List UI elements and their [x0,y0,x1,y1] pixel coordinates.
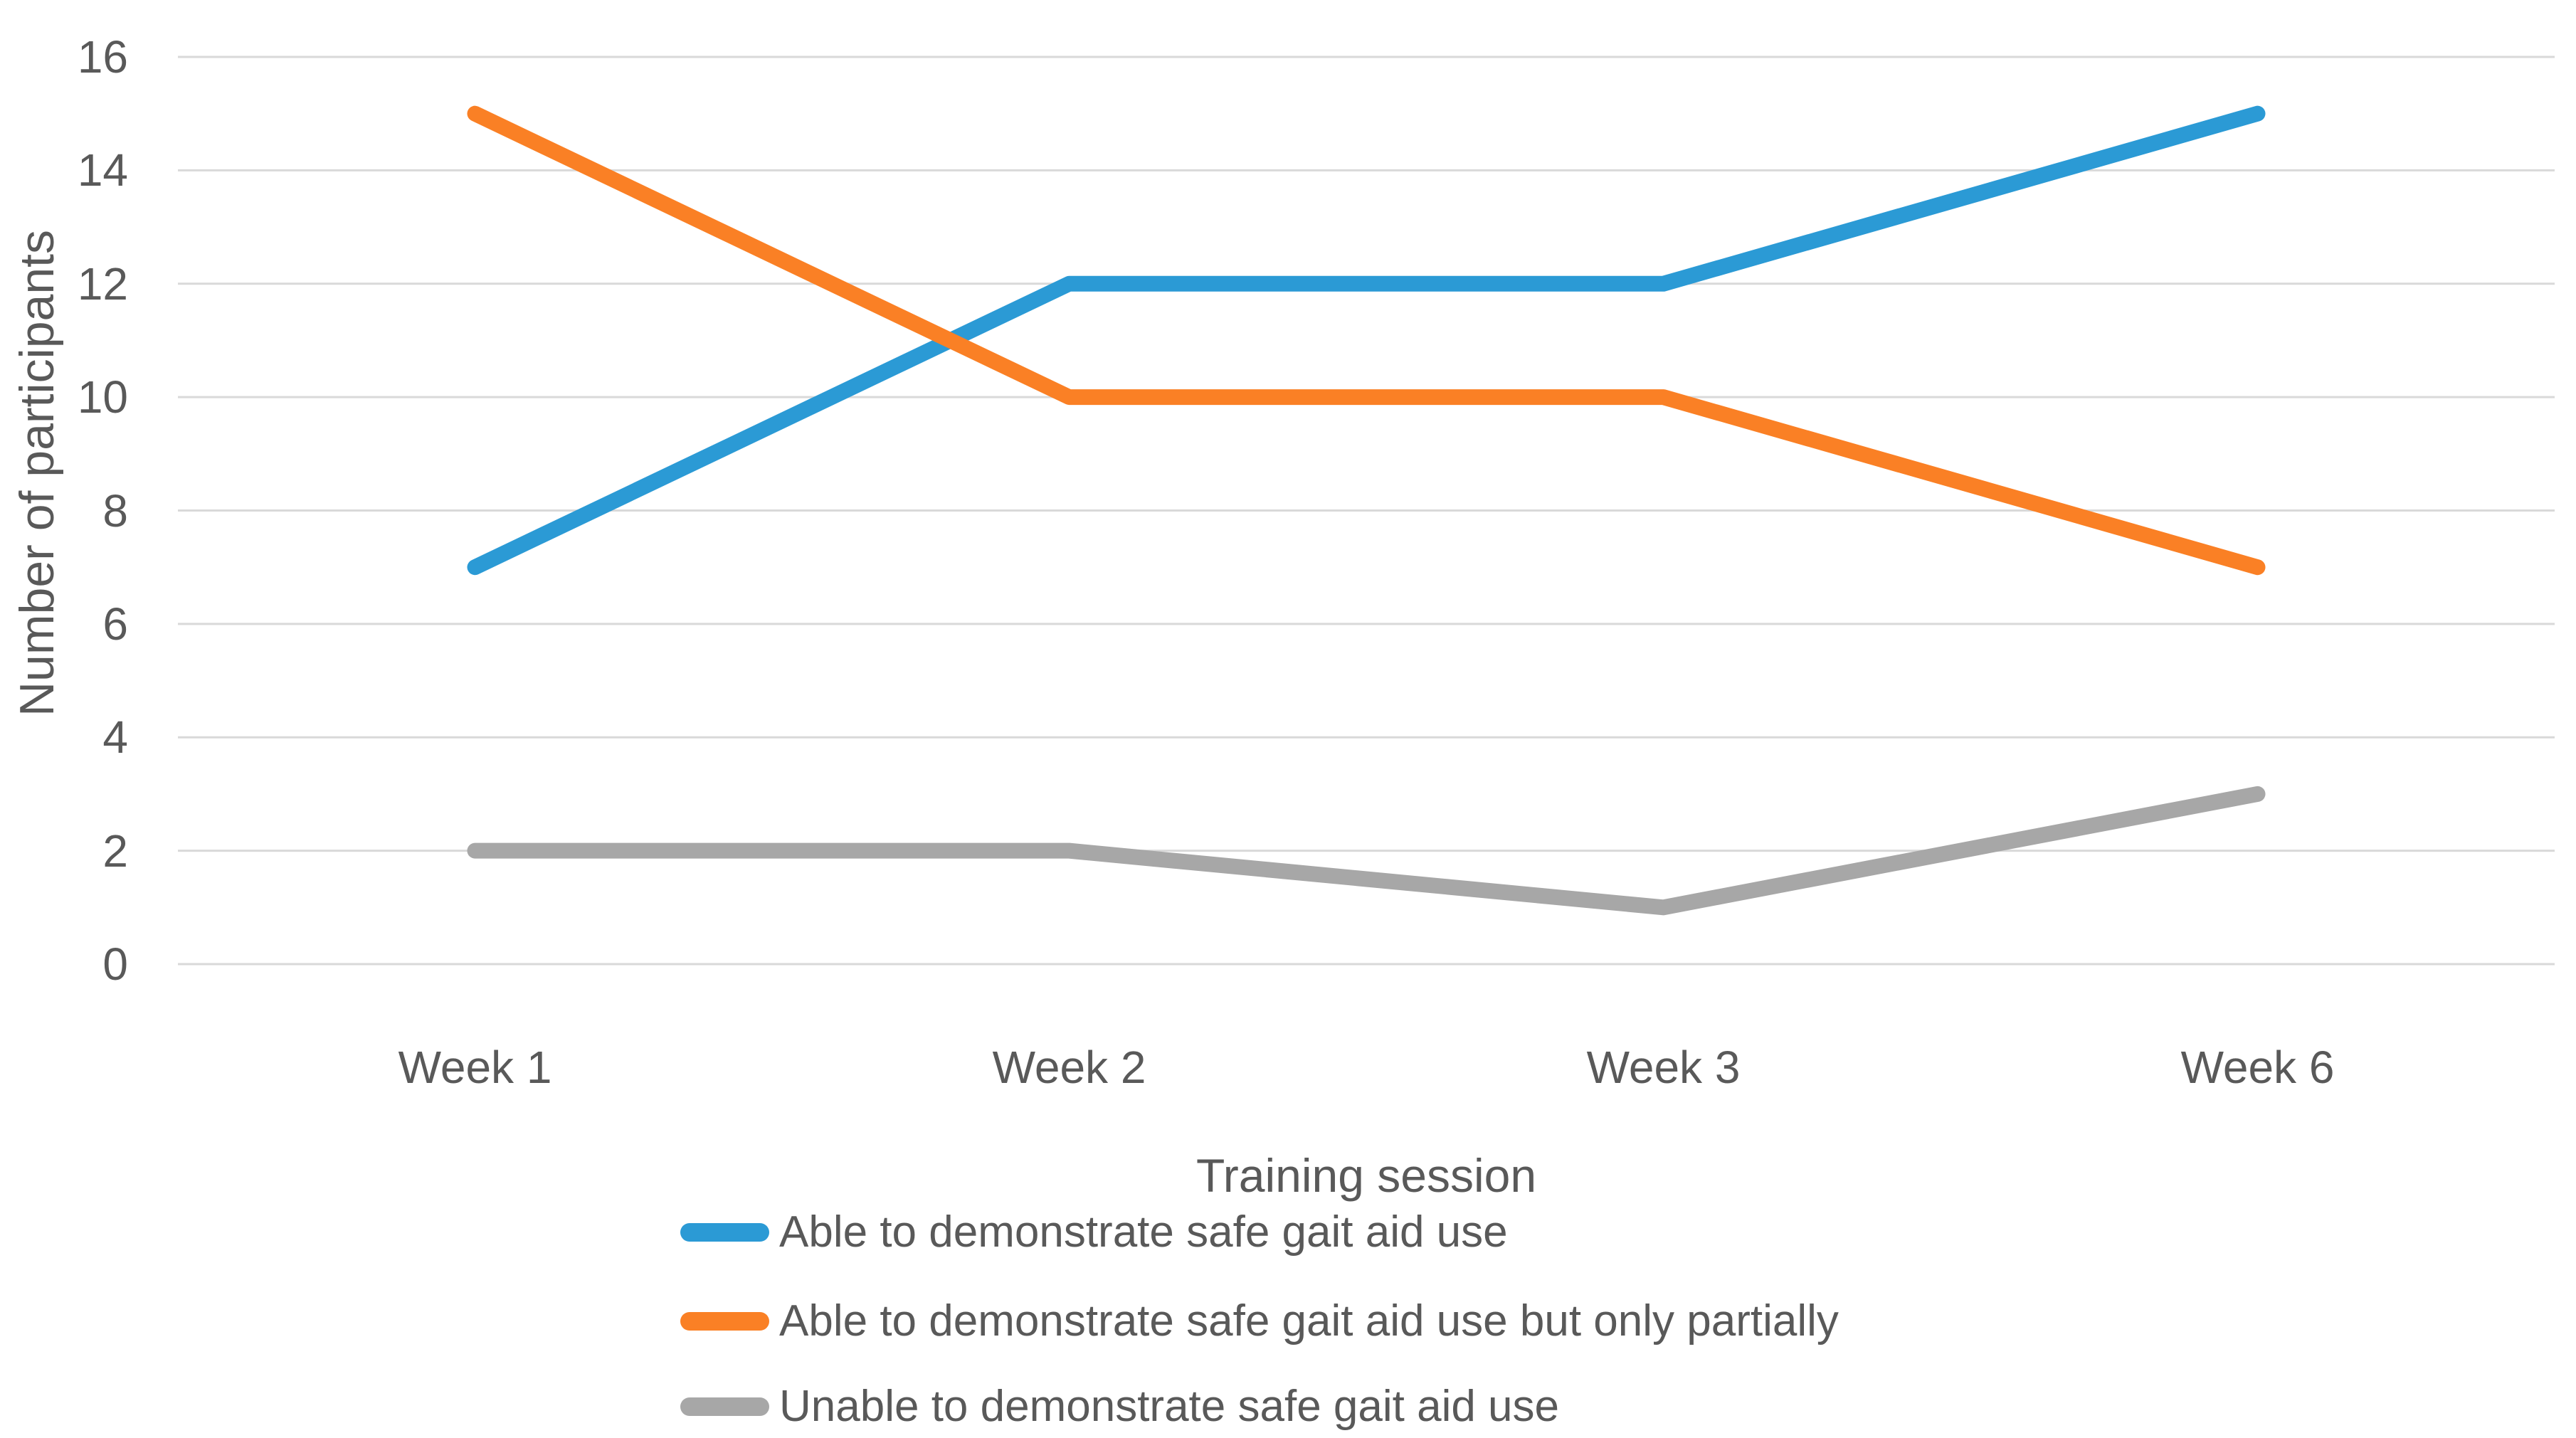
legend-line-swatch-blue [680,1223,769,1242]
series-line-2 [467,786,2266,916]
legend-label: Able to demonstrate safe gait aid use bu… [779,1296,1839,1346]
x-category-label-week1: Week 1 [398,1042,552,1093]
x-category-label-week2: Week 2 [992,1042,1146,1093]
legend-line-swatch-orange [680,1312,769,1331]
y-tick-label: 8 [102,485,128,536]
y-tick-label: 16 [77,31,128,83]
legend-label: Unable to demonstrate safe gait aid use [779,1382,1560,1431]
gridlines-group [178,55,2555,966]
x-axis-title: Training session [1195,1149,1537,1202]
legend-item-partial-use: Able to demonstrate safe gait aid use bu… [680,1299,1839,1343]
y-tick-label: 0 [102,939,128,990]
y-tick-label: 10 [77,371,128,423]
y-tick-label: 2 [102,825,128,877]
legend-item-unable: Unable to demonstrate safe gait aid use [680,1385,1559,1429]
legend-label: Able to demonstrate safe gait aid use [779,1207,1508,1257]
series-lines-group [467,105,2266,916]
x-category-label-week6: Week 6 [2180,1042,2335,1093]
series-line-1 [467,105,2266,576]
legend-line-swatch-gray [680,1397,769,1416]
x-category-label-week3: Week 3 [1586,1042,1741,1093]
series-line-0 [467,105,2266,576]
y-tick-label: 6 [102,598,128,650]
y-tick-label: 14 [77,144,128,196]
y-tick-label: 4 [102,712,128,763]
y-tick-label: 12 [77,258,128,310]
legend-item-safe-use: Able to demonstrate safe gait aid use [680,1210,1508,1254]
